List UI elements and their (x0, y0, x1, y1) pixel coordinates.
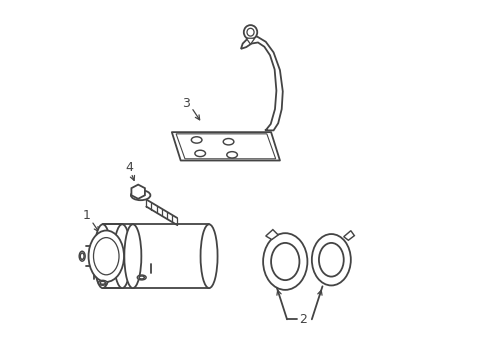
Ellipse shape (124, 224, 141, 288)
Ellipse shape (200, 224, 217, 288)
Ellipse shape (114, 224, 130, 288)
Polygon shape (246, 38, 254, 44)
Text: 4: 4 (125, 161, 133, 174)
Ellipse shape (311, 234, 350, 285)
Polygon shape (131, 185, 144, 199)
Ellipse shape (79, 251, 85, 261)
Text: 3: 3 (182, 97, 189, 110)
Ellipse shape (137, 275, 146, 280)
Text: 1: 1 (82, 209, 91, 222)
Ellipse shape (263, 233, 307, 290)
Polygon shape (241, 36, 282, 130)
Ellipse shape (131, 190, 150, 200)
Ellipse shape (139, 276, 144, 279)
Polygon shape (343, 231, 354, 240)
Polygon shape (265, 230, 278, 239)
Ellipse shape (244, 25, 257, 39)
Text: 2: 2 (299, 313, 306, 326)
Ellipse shape (88, 230, 124, 282)
Ellipse shape (98, 280, 107, 285)
Polygon shape (171, 132, 279, 161)
Ellipse shape (100, 281, 105, 284)
Ellipse shape (94, 224, 111, 288)
Ellipse shape (80, 253, 84, 260)
